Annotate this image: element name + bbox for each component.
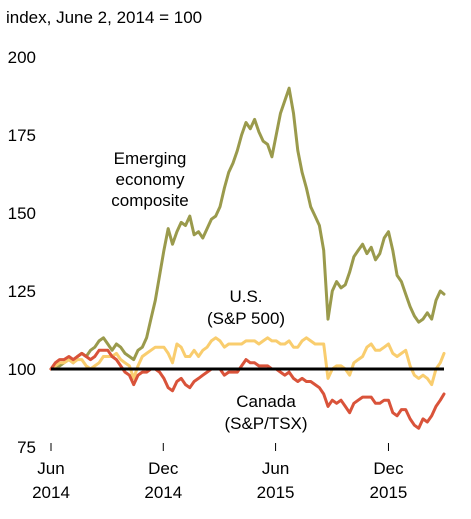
y-axis-unit-label: index, June 2, 2014 = 100 [6, 8, 203, 27]
series-line-canada [49, 348, 446, 430]
series-line-us [49, 336, 446, 387]
x-tick-label: 2014 [144, 483, 182, 502]
series-lines [49, 86, 446, 430]
x-tick-label: Jun [37, 459, 64, 478]
series-label-emerging: composite [111, 191, 188, 210]
y-tick-label: 150 [8, 204, 36, 223]
x-tick-label: Dec [148, 459, 179, 478]
x-tick-label: 2015 [257, 483, 295, 502]
series-label-emerging: Emerging [114, 149, 187, 168]
y-tick-label: 125 [8, 282, 36, 301]
x-tick-label: 2014 [32, 483, 70, 502]
y-tick-label: 200 [8, 48, 36, 67]
y-tick-label: 75 [17, 438, 36, 457]
y-axis-ticks: 75 100 125 150 175 200 [8, 48, 36, 457]
series-labels: Emerging economy composite U.S. (S&P 500) Can… [111, 149, 307, 433]
series-label-us: U.S. [229, 287, 262, 306]
x-tick-label: Jun [262, 459, 289, 478]
x-axis-ticks: Jun 2014 Dec 2014 Jun 2015 Dec 2015 [32, 443, 407, 502]
x-tick-label: 2015 [370, 483, 408, 502]
series-label-canada: Canada [236, 392, 296, 411]
x-tick-label: Dec [373, 459, 404, 478]
series-label-canada: (S&P/TSX) [224, 414, 307, 433]
series-label-emerging: economy [116, 170, 185, 189]
y-tick-label: 175 [8, 126, 36, 145]
series-line-emerging [49, 86, 446, 371]
series-label-us: (S&P 500) [207, 309, 285, 328]
y-tick-label: 100 [8, 360, 36, 379]
